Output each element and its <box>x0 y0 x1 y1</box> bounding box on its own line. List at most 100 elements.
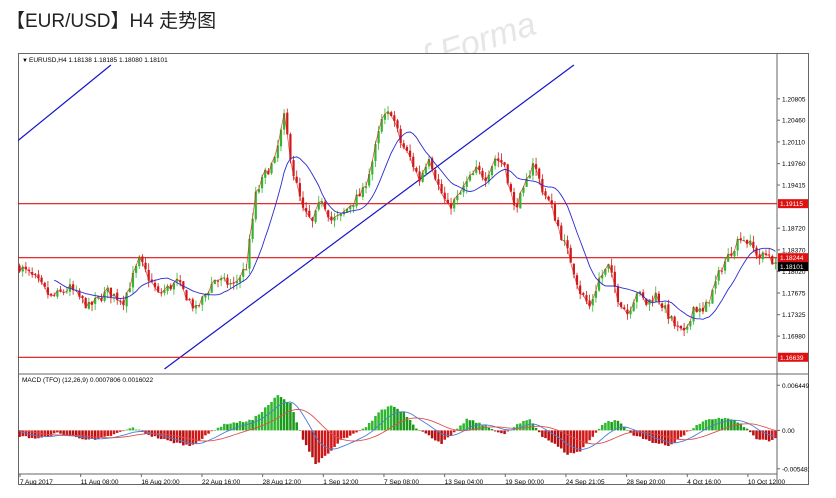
candle-body <box>572 263 575 275</box>
macd-bar <box>638 430 642 437</box>
macd-bar <box>739 423 743 431</box>
macd-bar <box>71 430 75 437</box>
candle-body <box>94 297 97 304</box>
signal-line <box>19 408 776 445</box>
macd-bar <box>566 430 569 455</box>
candle-body <box>752 241 755 249</box>
macd-bar <box>172 430 176 444</box>
candle-body <box>437 179 440 185</box>
candle-body <box>229 283 232 285</box>
macd-bar <box>367 422 371 431</box>
macd-bar <box>90 430 94 439</box>
macd-bar <box>386 406 390 431</box>
price-tick-label: 1.18720 <box>782 226 806 233</box>
candle-body <box>528 175 531 179</box>
macd-bar <box>657 430 661 444</box>
candle-body <box>405 146 409 151</box>
macd-bar <box>219 426 223 431</box>
time-tick-label: 22 Aug 16:00 <box>202 479 241 485</box>
macd-bar <box>106 430 110 436</box>
candle-body <box>566 240 569 249</box>
macd-bar <box>730 419 733 431</box>
candle-body <box>755 247 758 256</box>
macd-bar <box>93 430 97 440</box>
macd-bar <box>355 430 358 433</box>
candle-body <box>519 192 522 209</box>
price-tick-label: 1.18370 <box>782 247 806 254</box>
candle-body <box>698 308 701 312</box>
candle-body <box>701 307 705 312</box>
macd-bar <box>497 430 500 433</box>
candle-body <box>163 289 166 293</box>
macd-bar <box>40 430 43 438</box>
macd-bar <box>626 430 629 431</box>
price-tick-label: 1.20805 <box>782 96 806 103</box>
macd-bar <box>389 405 393 431</box>
macd-bar <box>188 430 191 447</box>
macd-bar <box>764 430 768 440</box>
macd-bar <box>273 397 276 431</box>
macd-bar <box>632 430 635 436</box>
candle-body <box>377 131 380 144</box>
macd-bar <box>213 429 217 431</box>
macd-bar <box>345 430 349 438</box>
macd-bar <box>701 421 705 431</box>
candle-body <box>512 192 516 206</box>
candle-body <box>664 305 667 309</box>
candle-body <box>323 201 327 210</box>
macd-bar <box>166 430 169 441</box>
macd-bar <box>645 430 648 440</box>
trend-line-2 <box>164 64 575 370</box>
candle-body <box>141 256 144 263</box>
candle-body <box>157 286 160 292</box>
time-tick-label: 7 Aug 2017 <box>20 479 53 485</box>
candle-body <box>642 292 645 298</box>
candle-body <box>317 202 320 210</box>
price-tick-label: 1.20460 <box>782 118 806 125</box>
candle-body <box>758 254 761 259</box>
candle-body <box>723 261 727 271</box>
chart-container[interactable]: ▼ EURUSD,H4 1.18138 1.18185 1.18080 1.18… <box>12 53 815 486</box>
candle-body <box>43 282 46 287</box>
macd-bar <box>399 411 402 431</box>
candle-body <box>204 294 207 298</box>
macd-bar <box>771 430 774 441</box>
candle-body <box>59 289 62 292</box>
candle-body <box>194 305 198 309</box>
candle-body <box>279 129 283 147</box>
candle-body <box>553 204 557 221</box>
price-tag-box <box>778 352 808 362</box>
macd-bar <box>235 422 239 431</box>
candle-body <box>736 239 739 251</box>
candle-body <box>550 200 553 205</box>
macd-bar <box>254 415 258 431</box>
macd-bar <box>65 430 69 436</box>
candle-body <box>314 210 317 223</box>
candle-body <box>283 113 286 130</box>
macd-bar <box>37 430 40 439</box>
candle-body <box>616 286 620 303</box>
candle-body <box>509 184 512 192</box>
macd-bar <box>500 430 503 434</box>
macd-bar <box>160 430 163 440</box>
macd-bar <box>415 428 418 431</box>
macd-bar <box>245 421 248 431</box>
macd-bar <box>97 430 100 439</box>
candle-body <box>386 111 390 115</box>
macd-bar <box>137 429 141 431</box>
candle-body <box>245 269 248 271</box>
macd-bar <box>667 430 670 447</box>
candle-body <box>739 238 742 241</box>
candle-body <box>210 283 213 293</box>
macd-bar <box>582 430 585 448</box>
candle-body <box>116 292 119 301</box>
macd-bar <box>553 430 557 444</box>
candle-body <box>531 163 535 176</box>
candle-body <box>597 278 601 291</box>
eurusd-h4-chart[interactable]: ▼ EURUSD,H4 1.18138 1.18185 1.18080 1.18… <box>12 53 815 486</box>
candle-body <box>374 144 377 162</box>
candle-body <box>235 281 238 284</box>
candle-body <box>446 199 449 204</box>
candle-body <box>557 219 560 226</box>
candle-body <box>78 290 81 297</box>
